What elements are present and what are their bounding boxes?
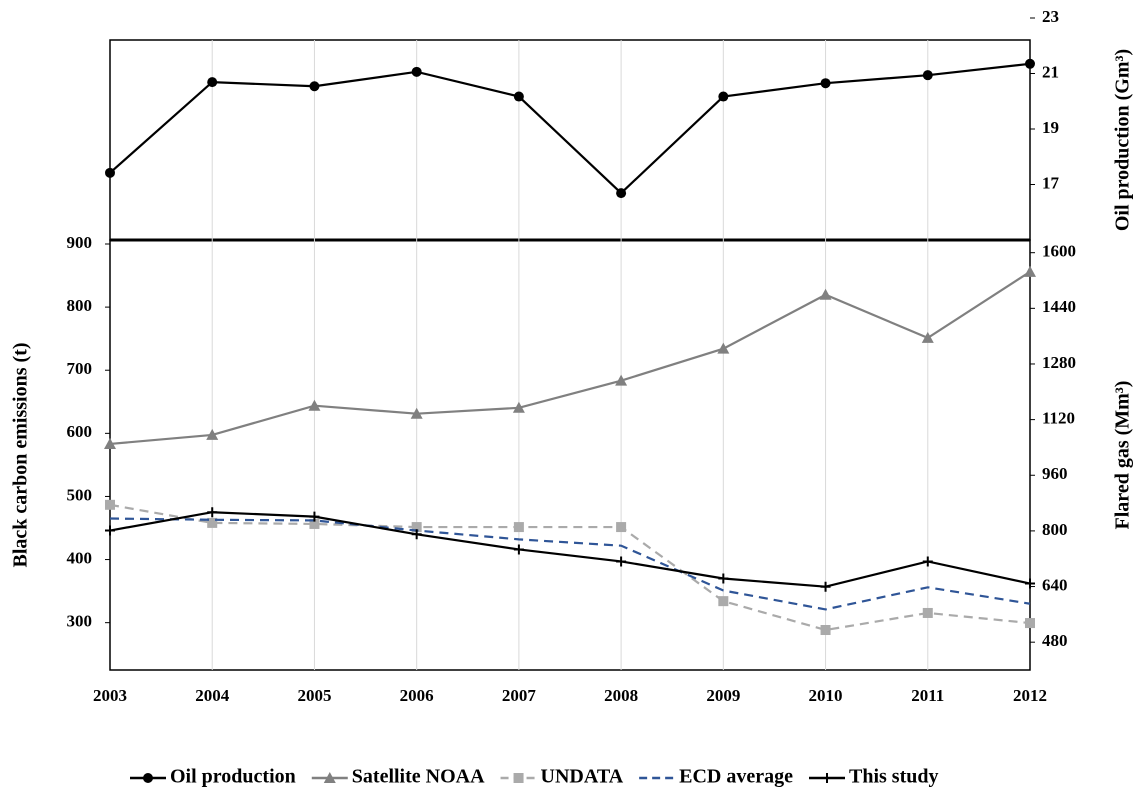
y2-tick-label: 960 bbox=[1042, 464, 1068, 483]
x-tick-label: 2005 bbox=[297, 686, 331, 705]
data-point bbox=[105, 499, 115, 510]
data-point bbox=[207, 507, 218, 518]
x-tick-label: 2008 bbox=[604, 686, 638, 705]
data-point bbox=[718, 573, 729, 584]
data-point bbox=[513, 522, 524, 533]
bottom-frame bbox=[109, 239, 1031, 671]
data-point bbox=[309, 81, 320, 92]
data-point bbox=[104, 437, 116, 449]
y2-tick-label: 17 bbox=[1042, 173, 1060, 192]
series-line bbox=[109, 270, 1031, 446]
top-frame bbox=[109, 39, 1031, 241]
legend-label: ECD average bbox=[679, 766, 793, 788]
y2-tick-label: 1280 bbox=[1042, 353, 1076, 372]
data-point bbox=[308, 399, 321, 411]
data-point bbox=[1025, 618, 1035, 629]
x-tick-label: 2010 bbox=[809, 686, 843, 705]
legend-marker bbox=[143, 773, 153, 783]
data-point bbox=[309, 511, 320, 522]
series-line bbox=[109, 503, 1031, 632]
data-point bbox=[921, 331, 934, 343]
legend-label: UNDATA bbox=[541, 766, 624, 788]
y2-tick-label: 480 bbox=[1042, 631, 1068, 650]
data-point bbox=[411, 522, 422, 533]
x-tick-label: 2007 bbox=[502, 686, 537, 705]
y2-tick-label: 800 bbox=[1042, 520, 1068, 539]
data-point bbox=[1025, 578, 1035, 589]
data-point bbox=[207, 77, 218, 88]
data-point bbox=[206, 428, 219, 440]
y2-tick-label: 19 bbox=[1042, 118, 1059, 137]
y-tick-label: 800 bbox=[67, 296, 93, 315]
legend-label: Satellite NOAA bbox=[352, 766, 485, 788]
oil-axis-label: Oil production (Gm³) bbox=[1112, 49, 1134, 231]
series-line bbox=[109, 517, 1031, 611]
y-tick-label: 900 bbox=[67, 233, 93, 252]
y2-tick-label: 23 bbox=[1042, 7, 1059, 26]
y-tick-label: 700 bbox=[67, 359, 93, 378]
y-tick-label: 300 bbox=[67, 612, 93, 631]
data-point bbox=[616, 556, 627, 567]
x-tick-label: 2004 bbox=[195, 686, 230, 705]
y2-tick-label: 1440 bbox=[1042, 297, 1076, 316]
y2-tick-label: 640 bbox=[1042, 575, 1068, 594]
legend-marker bbox=[323, 772, 336, 783]
data-point bbox=[922, 607, 933, 618]
x-tick-label: 2006 bbox=[400, 686, 434, 705]
data-point bbox=[820, 581, 831, 592]
x-tick-label: 2012 bbox=[1013, 686, 1047, 705]
legend-marker bbox=[513, 773, 524, 783]
series-line bbox=[109, 62, 1031, 195]
data-point bbox=[1025, 58, 1035, 69]
data-point bbox=[922, 70, 933, 81]
y-tick-label: 400 bbox=[67, 548, 93, 567]
y2-axis-label: Flared gas (Mm³) bbox=[1112, 381, 1134, 530]
legend-label: This study bbox=[849, 766, 939, 788]
series-line bbox=[109, 511, 1031, 588]
data-point bbox=[105, 167, 115, 178]
data-point bbox=[207, 517, 218, 528]
data-point bbox=[717, 342, 730, 354]
data-point bbox=[411, 66, 422, 77]
data-point bbox=[922, 556, 933, 567]
data-point bbox=[411, 529, 422, 540]
data-point bbox=[616, 522, 627, 533]
data-point bbox=[616, 188, 627, 199]
y-tick-label: 500 bbox=[67, 485, 93, 504]
data-point bbox=[819, 288, 832, 300]
data-point bbox=[105, 525, 115, 536]
data-point bbox=[718, 91, 729, 102]
data-point bbox=[615, 374, 628, 386]
data-point bbox=[410, 407, 423, 419]
data-point bbox=[309, 518, 320, 529]
y-tick-label: 600 bbox=[67, 422, 93, 441]
x-tick-label: 2009 bbox=[706, 686, 740, 705]
x-tick-label: 2003 bbox=[93, 686, 127, 705]
y-axis-label: Black carbon emissions (t) bbox=[10, 343, 32, 568]
data-point bbox=[513, 91, 524, 102]
x-tick-label: 2011 bbox=[911, 686, 944, 705]
data-point bbox=[512, 401, 525, 413]
y2-tick-label: 1120 bbox=[1042, 409, 1075, 428]
y2-tick-label: 21 bbox=[1042, 62, 1059, 81]
legend-label: Oil production bbox=[170, 766, 296, 788]
data-point bbox=[513, 544, 524, 555]
data-point bbox=[718, 596, 729, 607]
y2-tick-label: 1600 bbox=[1042, 242, 1076, 261]
data-point bbox=[1024, 265, 1036, 277]
data-point bbox=[820, 625, 831, 636]
data-point bbox=[820, 78, 831, 89]
